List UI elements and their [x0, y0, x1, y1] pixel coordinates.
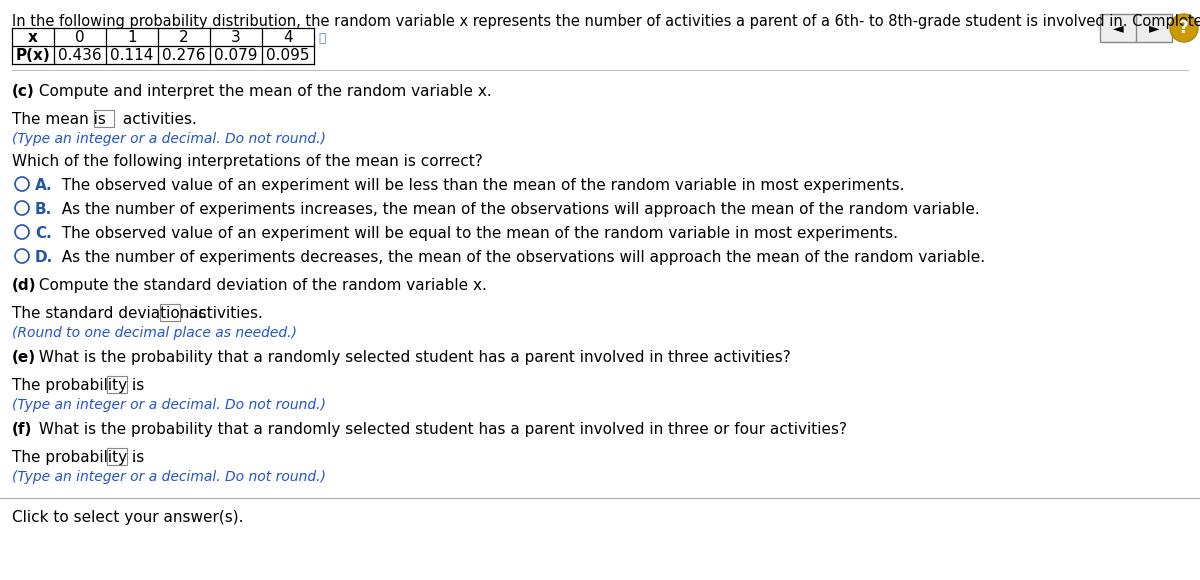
Text: 2: 2 [179, 31, 188, 45]
Text: The probability is: The probability is [12, 450, 144, 465]
Text: A.: A. [35, 178, 53, 193]
Text: 0.436: 0.436 [58, 49, 102, 63]
Text: (Type an integer or a decimal. Do not round.): (Type an integer or a decimal. Do not ro… [12, 398, 326, 412]
Text: As the number of experiments increases, the mean of the observations will approa: As the number of experiments increases, … [52, 202, 979, 217]
Text: x: x [28, 31, 38, 45]
Circle shape [1170, 14, 1198, 42]
Text: B.: B. [35, 202, 53, 217]
Text: ◄: ◄ [1112, 21, 1123, 35]
Text: .: . [131, 450, 136, 465]
Text: (Type an integer or a decimal. Do not round.): (Type an integer or a decimal. Do not ro… [12, 470, 326, 484]
Text: The standard deviation is: The standard deviation is [12, 306, 206, 321]
Text: (Round to one decimal place as needed.): (Round to one decimal place as needed.) [12, 326, 296, 340]
Text: What is the probability that a randomly selected student has a parent involved i: What is the probability that a randomly … [34, 350, 791, 365]
Text: The mean is: The mean is [12, 112, 106, 127]
Text: P(x): P(x) [16, 49, 50, 63]
Text: 0: 0 [76, 31, 85, 45]
Text: Click to select your answer(s).: Click to select your answer(s). [12, 510, 244, 525]
Text: The observed value of an experiment will be less than the mean of the random var: The observed value of an experiment will… [52, 178, 905, 193]
Text: The probability is: The probability is [12, 378, 144, 393]
Text: Which of the following interpretations of the mean is correct?: Which of the following interpretations o… [12, 154, 482, 169]
Text: (Type an integer or a decimal. Do not round.): (Type an integer or a decimal. Do not ro… [12, 132, 326, 146]
Text: 4: 4 [283, 31, 293, 45]
Text: ?: ? [1180, 19, 1189, 37]
Text: C.: C. [35, 226, 52, 241]
Text: 0.079: 0.079 [215, 49, 258, 63]
Text: D.: D. [35, 250, 53, 265]
Bar [94, 110, 114, 127]
Text: (d): (d) [12, 278, 36, 293]
Text: ⧉: ⧉ [318, 31, 325, 45]
Bar [107, 376, 127, 393]
Text: 1: 1 [127, 31, 137, 45]
Text: As the number of experiments decreases, the mean of the observations will approa: As the number of experiments decreases, … [52, 250, 985, 265]
Text: 0.114: 0.114 [110, 49, 154, 63]
Bar [107, 448, 127, 465]
Text: ►: ► [1148, 21, 1159, 35]
Text: 3: 3 [232, 31, 241, 45]
Text: In the following probability distribution, the random variable x represents the : In the following probability distributio… [12, 14, 1200, 29]
Text: 0.276: 0.276 [162, 49, 205, 63]
Text: (e): (e) [12, 350, 36, 365]
Text: (f): (f) [12, 422, 32, 437]
Text: Compute and interpret the mean of the random variable x.: Compute and interpret the mean of the ra… [34, 84, 492, 99]
Text: activities.: activities. [118, 112, 197, 127]
Text: The observed value of an experiment will be equal to the mean of the random vari: The observed value of an experiment will… [52, 226, 898, 241]
Bar [160, 304, 180, 321]
Bar [1100, 14, 1172, 42]
Text: activities.: activities. [184, 306, 263, 321]
Text: 0.095: 0.095 [266, 49, 310, 63]
Text: What is the probability that a randomly selected student has a parent involved i: What is the probability that a randomly … [34, 422, 847, 437]
Text: (c): (c) [12, 84, 35, 99]
Text: .: . [131, 378, 136, 393]
Text: Compute the standard deviation of the random variable x.: Compute the standard deviation of the ra… [34, 278, 487, 293]
